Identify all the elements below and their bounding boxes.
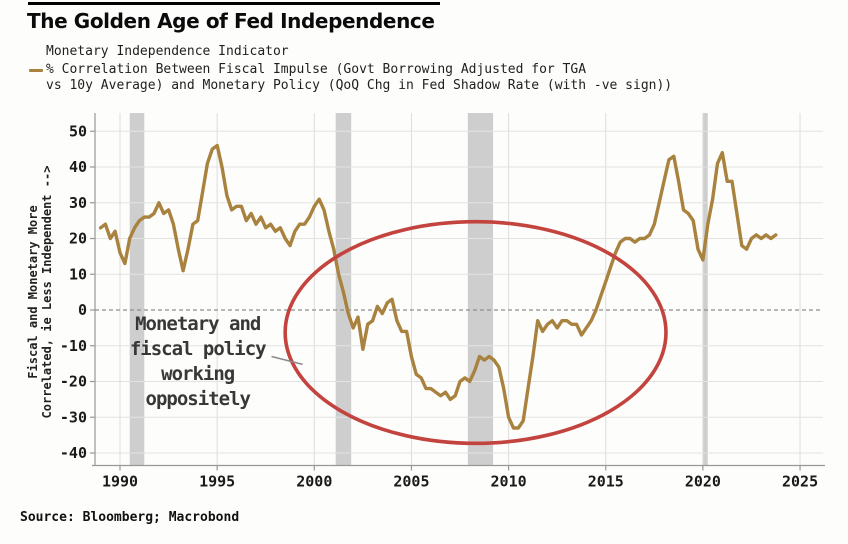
x-axis-tick-label: 2015 [588, 473, 624, 491]
y-axis-label-line2: Correlated, ie Less Independent --> [40, 165, 54, 419]
x-axis-tick-label: 2010 [491, 473, 527, 491]
source-attribution: Source: Bloomberg; Macrobond [20, 510, 240, 525]
y-axis-label-line1: Fiscal and Monetary More [26, 205, 40, 379]
data-line [98, 143, 778, 430]
annotation-callout-line: Monetary and [135, 312, 261, 335]
annotation-pointer-line [271, 355, 303, 366]
legend-label-line2: vs 10y Average) and Monetary Policy (QoQ… [46, 78, 673, 93]
legend-line-swatch-icon [29, 69, 43, 72]
y-axis-tick-label: 40 [69, 158, 87, 176]
x-axis-tick-label: 1990 [102, 473, 138, 491]
chart-title: The Golden Age of Fed Independence [27, 9, 435, 33]
recession-band [129, 113, 145, 466]
y-axis-tick-label: 50 [69, 122, 87, 140]
annotation-callout-line: working [161, 362, 235, 385]
x-axis-tick-label: 2000 [296, 473, 332, 491]
y-axis-tick-label: 0 [78, 301, 87, 319]
annotation-callout-line: oppositely [145, 387, 251, 410]
annotation-callout: Monetary and fiscal policy working opposite… [88, 312, 308, 412]
chart-subtitle: Monetary Independence Indicator [46, 44, 289, 59]
y-axis-tick-label: 20 [69, 230, 87, 248]
title-rule [28, 2, 440, 5]
y-axis-tick-label: -40 [60, 444, 87, 462]
annotation-ellipse [283, 219, 668, 446]
x-axis-tick-label: 1995 [199, 473, 235, 491]
y-axis-tick-label: 10 [69, 265, 87, 283]
y-axis-tick-label: -10 [60, 337, 87, 355]
y-axis-label: Fiscal and Monetary More Correlated, ie … [26, 113, 54, 471]
y-axis-tick-label: -20 [60, 373, 87, 391]
y-axis-tick-label: -30 [60, 408, 87, 426]
x-axis-tick-label: 2005 [393, 473, 429, 491]
legend-label-line1: % Correlation Between Fiscal Impulse (Go… [46, 62, 587, 77]
annotation-callout-line: fiscal policy [129, 337, 267, 360]
legend: % Correlation Between Fiscal Impulse (Go… [29, 62, 809, 94]
x-axis-tick-label: 2025 [782, 473, 818, 491]
y-axis-tick-label: 30 [69, 194, 87, 212]
recession-band [467, 113, 494, 466]
x-axis-tick-label: 2020 [685, 473, 721, 491]
recession-band [702, 113, 708, 466]
